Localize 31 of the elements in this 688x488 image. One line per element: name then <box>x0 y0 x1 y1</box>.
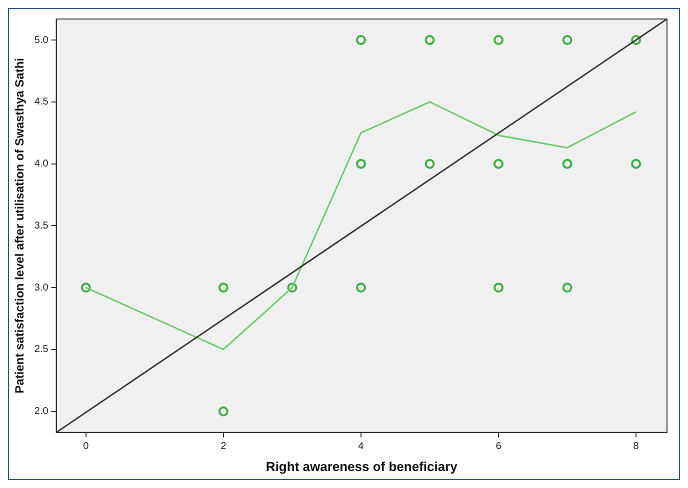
y-tick-label: 4.5 <box>34 96 49 108</box>
x-tick-label: 8 <box>633 441 640 452</box>
y-tick-label: 2.0 <box>34 406 49 418</box>
point <box>287 282 298 293</box>
point <box>424 35 435 46</box>
point <box>356 282 366 293</box>
x-tick-label: 4 <box>358 441 364 452</box>
y-tick-label: 3.5 <box>34 220 49 232</box>
y-tick-label: 3.0 <box>34 282 49 294</box>
point <box>494 158 504 169</box>
point <box>218 406 228 416</box>
point <box>562 158 572 169</box>
y-axis-title: Patient satisfaction level after utilisation of Swasthya Sathi <box>12 58 27 394</box>
point <box>218 282 228 293</box>
y-tick-label: 5.0 <box>34 34 49 46</box>
point <box>80 282 91 293</box>
point <box>494 282 504 293</box>
point <box>356 158 366 169</box>
x-axis-title: Right awareness of beneficiary <box>266 458 458 474</box>
point <box>562 35 572 46</box>
x-tick-label: 0 <box>83 441 90 452</box>
point <box>631 35 642 46</box>
point <box>494 35 504 46</box>
point <box>356 35 366 46</box>
x-tick-label: 2 <box>220 441 227 452</box>
y-tick-label: 4.0 <box>34 158 49 170</box>
point <box>424 158 435 169</box>
x-tick-label: 6 <box>496 441 502 452</box>
point <box>631 158 642 169</box>
y-tick-label: 2.5 <box>34 344 49 356</box>
point <box>562 282 572 293</box>
